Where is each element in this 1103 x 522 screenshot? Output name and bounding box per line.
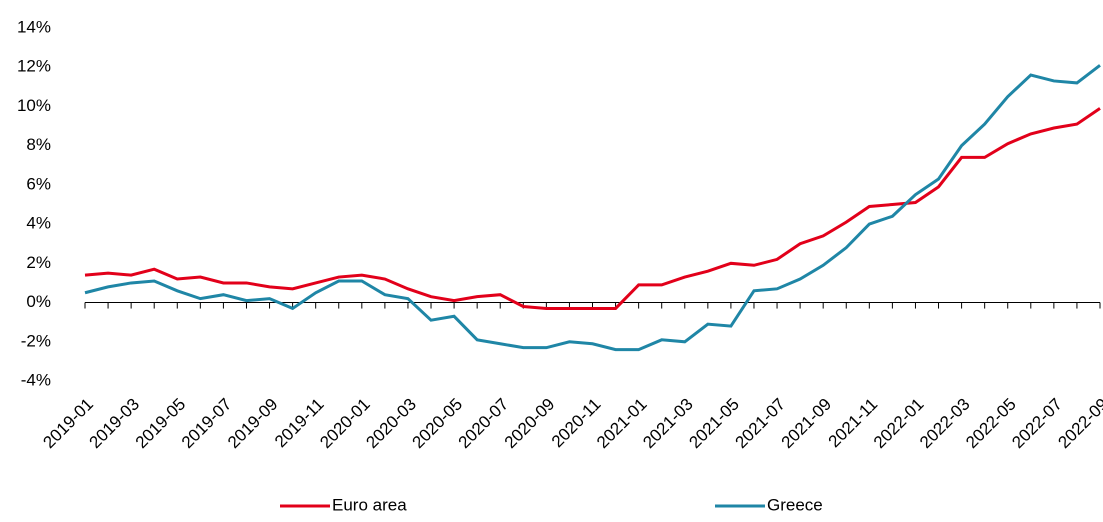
- legend-label: Euro area: [332, 495, 407, 514]
- x-tick-label: 2020-03: [362, 395, 420, 453]
- x-tick-label: 2019-09: [224, 395, 282, 453]
- x-tick-label: 2022-01: [870, 395, 928, 453]
- x-tick-label: 2021-05: [685, 395, 743, 453]
- x-tick-label: 2020-05: [409, 395, 467, 453]
- y-tick-label: 10%: [17, 96, 51, 115]
- x-tick-label: 2020-07: [455, 395, 513, 453]
- y-tick-label: 2%: [26, 253, 51, 272]
- y-tick-label: -2%: [21, 331, 51, 350]
- x-tick-label: 2021-09: [778, 395, 836, 453]
- y-tick-label: 4%: [26, 214, 51, 233]
- line-series: [84, 64, 1101, 352]
- x-tick-label: 2020-09: [501, 395, 559, 453]
- x-tick-label: 2022-07: [1008, 395, 1066, 453]
- x-tick-label: 2021-01: [593, 395, 651, 453]
- x-tick-label: 2019-05: [132, 395, 190, 453]
- x-tick-label: 2022-05: [962, 395, 1020, 453]
- x-tick-label: 2022-09: [1054, 395, 1103, 453]
- x-tick-label: 2019-03: [86, 395, 144, 453]
- x-tick-label: 2021-07: [731, 395, 789, 453]
- y-tick-label: 14%: [17, 17, 51, 36]
- y-tick-label: 8%: [26, 135, 51, 154]
- y-tick-label: -4%: [21, 370, 51, 389]
- x-tick-label: 2022-03: [916, 395, 974, 453]
- y-tick-label: 0%: [26, 292, 51, 311]
- x-tick-label: 2021-03: [639, 395, 697, 453]
- legend-label: Greece: [767, 495, 823, 514]
- y-tick-label: 12%: [17, 57, 51, 76]
- x-tick-label: 2020-01: [316, 395, 374, 453]
- x-tick-label: 2019-01: [39, 395, 97, 453]
- x-tick-label: 2019-07: [178, 395, 236, 453]
- y-tick-label: 6%: [26, 174, 51, 193]
- line-series: [84, 107, 1101, 310]
